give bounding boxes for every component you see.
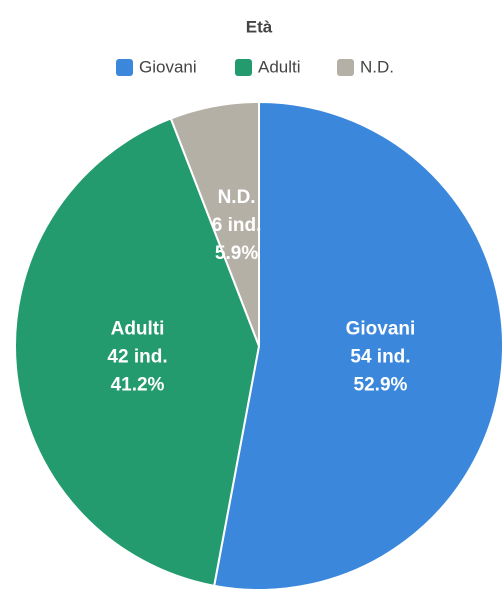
- slice-value-label: 6 ind.: [212, 215, 262, 236]
- legend-swatch: [235, 59, 252, 76]
- slice-value-label: 42 ind.: [107, 346, 167, 367]
- legend-label: N.D.: [360, 57, 394, 76]
- slice-percent-label: 5.9%: [215, 243, 258, 264]
- legend-label: Adulti: [258, 57, 301, 76]
- pie-slice: [169, 100, 260, 347]
- chart-title: Età: [246, 17, 273, 36]
- slice-value-label: 54 ind.: [350, 346, 410, 367]
- slice-label: Adulti: [111, 318, 165, 339]
- pie-slice: [14, 117, 261, 588]
- legend-swatch: [337, 59, 354, 76]
- legend-swatch: [116, 59, 133, 76]
- slice-percent-label: 41.2%: [111, 374, 165, 395]
- slice-label: Giovani: [346, 318, 416, 339]
- legend-label: Giovani: [139, 57, 197, 76]
- slice-percent-label: 52.9%: [354, 374, 408, 395]
- slice-label: N.D.: [218, 187, 256, 208]
